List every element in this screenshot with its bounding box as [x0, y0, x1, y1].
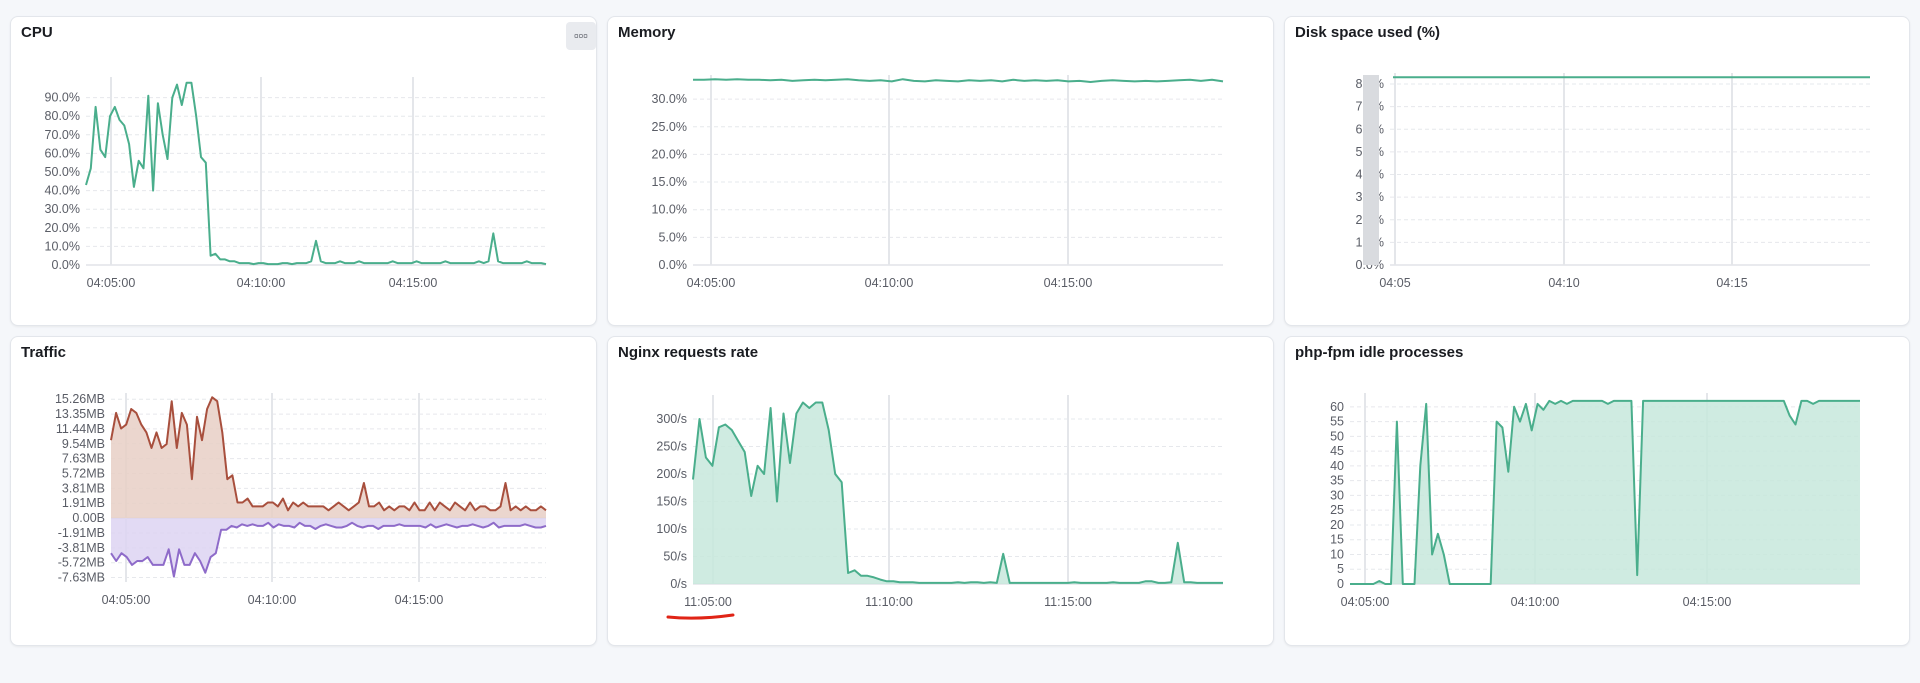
cpu-panel: CPU ▫▫▫ 0.0% 10.0% 20.0% 30.0% 40.0% 50.0% 60.…	[10, 16, 597, 326]
x-tick-label: 04:10	[1548, 276, 1579, 290]
disk-panel: Disk space used (%) 0.0%1.0%2.0%3.0%4.0%…	[1284, 16, 1910, 326]
x-tick-label: 04:15:00	[1044, 276, 1093, 290]
y-tick-label: 0.00B	[72, 511, 105, 525]
phpfpm-series-area	[1350, 400, 1860, 584]
y-tick-label: 55	[1330, 415, 1344, 429]
y-tick-label: 200/s	[656, 467, 687, 481]
y-tick-label: 11.44MB	[56, 422, 105, 436]
cpu-series-line	[85, 81, 547, 266]
x-tick-label: 04:05:00	[1341, 595, 1390, 609]
x-tick-label: 04:10:00	[237, 276, 286, 290]
ellipsis-icon[interactable]: ▫▫▫	[566, 22, 596, 50]
y-tick-label: -5.72MB	[58, 556, 105, 570]
y-tick-label: 5.72MB	[62, 467, 105, 481]
memory-panel: Memory 0.0% 5.0% 10.0% 15.0% 20.0% 25.0% 30.0%…	[607, 16, 1274, 326]
x-tick-label: 04:05:00	[102, 593, 151, 607]
y-tick-label: 80.0%	[45, 109, 80, 123]
y-tick-label: -7.63MB	[58, 571, 105, 585]
y-tick-label: 30	[1330, 488, 1344, 502]
y-tick-label: 9.54MB	[62, 437, 105, 451]
panel-title-phpfpm: php-fpm idle processes	[1295, 344, 1464, 361]
traffic-in-series-line	[110, 396, 547, 512]
y-tick-label: 20.0%	[652, 147, 687, 161]
panel-title-disk: Disk space used (%)	[1295, 24, 1441, 41]
disk-chart: 0.0%1.0%2.0%3.0%4.0%5.0%6.0%7.0%8.0%04:0…	[1356, 73, 1870, 290]
y-tick-label: 20.0%	[45, 221, 80, 235]
y-tick-label: 3.81MB	[62, 481, 105, 495]
traffic-chart: -7.63MB-5.72MB-3.81MB-1.91MB0.00B1.91MB3…	[55, 392, 547, 607]
x-tick-label: 04:10:00	[1511, 595, 1560, 609]
phpfpm-panel: php-fpm idle processes 0 5 10 15 20 25 30 35 40 4…	[1284, 336, 1910, 646]
traffic-in-series-area	[111, 397, 546, 519]
y-tick-label: 5.0%	[659, 230, 688, 244]
y-tick-label: 300/s	[656, 412, 687, 426]
y-tick-label: 45	[1330, 444, 1344, 458]
y-tick-label: 100/s	[656, 522, 687, 536]
y-tick-label: 50	[1330, 429, 1344, 443]
y-tick-label: 35	[1330, 474, 1344, 488]
x-tick-label: 04:15	[1716, 276, 1747, 290]
y-tick-label: 90.0%	[45, 91, 80, 105]
y-tick-label: -3.81MB	[58, 541, 105, 555]
y-tick-label: 10.0%	[652, 203, 687, 217]
nginx-chart: 0/s 50/s 100/s 150/s 200/s 250/s 300/s 11:05:00…	[656, 395, 1223, 620]
nginx-series-area	[693, 402, 1223, 584]
y-tick-label: 0	[1337, 577, 1344, 591]
y-tick-label: 0.0%	[52, 258, 81, 272]
panel-title-nginx: Nginx requests rate	[618, 344, 759, 361]
x-tick-label: 04:05:00	[87, 276, 136, 290]
y-tick-label: 20	[1330, 518, 1344, 532]
y-tick-label: 50.0%	[45, 165, 80, 179]
disk-shaded-band	[1363, 75, 1379, 265]
y-tick-label: 15	[1330, 533, 1344, 547]
y-tick-label: 1.91MB	[62, 496, 105, 510]
y-tick-label: -1.91MB	[58, 526, 105, 540]
y-tick-label: 30.0%	[652, 92, 687, 106]
x-tick-label: 04:10:00	[865, 276, 914, 290]
memory-series-line	[693, 78, 1224, 83]
x-tick-label: 04:05:00	[687, 276, 736, 290]
y-tick-label: 15.26MB	[55, 392, 105, 406]
y-tick-label: 60.0%	[45, 146, 80, 160]
panel-title-traffic: Traffic	[21, 344, 67, 361]
y-tick-label: 25	[1330, 503, 1344, 517]
x-tick-label: 04:15:00	[389, 276, 438, 290]
x-tick-label: 11:10:00	[865, 595, 913, 609]
traffic-out-series-line	[110, 521, 547, 578]
y-tick-label: 50/s	[663, 550, 687, 564]
nginx-series-line	[692, 401, 1223, 584]
red-annotation-underline	[666, 613, 735, 620]
phpfpm-series-line	[1350, 399, 1860, 585]
traffic-panel: Traffic -7.63MB -5.72MB -3.81MB -1.91MB 0.00…	[10, 336, 597, 646]
x-tick-label: 04:10:00	[248, 593, 297, 607]
x-tick-label: 11:05:00	[684, 595, 732, 609]
y-tick-label: 70.0%	[45, 128, 80, 142]
y-tick-label: 10	[1330, 547, 1344, 561]
x-tick-label: 11:15:00	[1044, 595, 1092, 609]
y-tick-label: 25.0%	[652, 120, 687, 134]
memory-chart: 0.0% 5.0% 10.0% 15.0% 20.0% 25.0% 30.0% 04:05:0…	[652, 75, 1224, 290]
y-tick-label: 13.35MB	[55, 407, 105, 421]
y-tick-label: 40	[1330, 459, 1344, 473]
y-tick-label: 30.0%	[45, 202, 80, 216]
y-tick-label: 0.0%	[659, 258, 688, 272]
y-tick-label: 40.0%	[45, 184, 80, 198]
cpu-chart: 0.0% 10.0% 20.0% 30.0% 40.0% 50.0% 60.0% 70.0% 8…	[45, 77, 547, 290]
y-tick-label: 15.0%	[652, 175, 687, 189]
y-tick-label: 10.0%	[45, 239, 80, 253]
nginx-panel: Nginx requests rate 0/s 50/s 100/s 150/s 200…	[607, 336, 1274, 646]
x-tick-label: 04:05	[1379, 276, 1410, 290]
x-tick-label: 04:15:00	[395, 593, 444, 607]
x-tick-label: 04:15:00	[1683, 595, 1732, 609]
y-tick-label: 7.63MB	[62, 452, 105, 466]
y-tick-label: 5	[1337, 562, 1344, 576]
y-tick-label: 0/s	[670, 577, 687, 591]
panel-title-cpu: CPU	[21, 24, 53, 41]
panel-title-memory: Memory	[618, 24, 676, 41]
y-tick-label: 60	[1330, 400, 1344, 414]
y-tick-label: 250/s	[656, 440, 687, 454]
y-tick-label: 150/s	[656, 495, 687, 509]
